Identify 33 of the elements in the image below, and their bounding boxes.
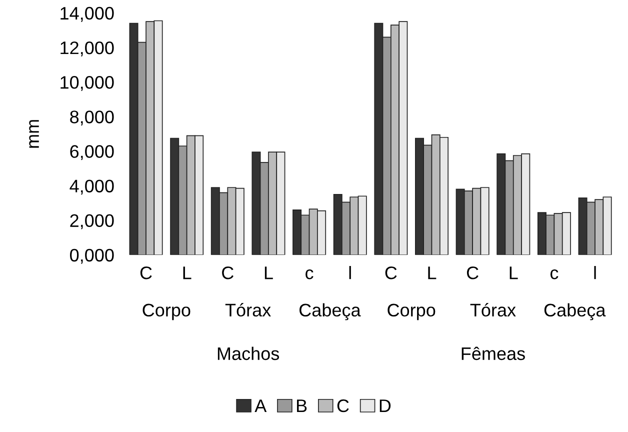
- text: Corpo: [142, 304, 190, 320]
- y-tick-label: 6,000: [70, 145, 114, 160]
- legend-label: C: [337, 399, 349, 412]
- y-tick-label: 4,000: [70, 180, 114, 195]
- x-tick-label: L: [183, 266, 192, 280]
- legend-label: A: [254, 400, 267, 412]
- y-tick-label: 14,000: [60, 6, 114, 22]
- y-tick-label: 0,000: [70, 248, 114, 264]
- text: Fêmeas: [462, 346, 525, 360]
- x-tick-label: c: [306, 269, 314, 280]
- x-tick-label: L: [428, 266, 436, 280]
- y-tick-label: 12,000: [60, 41, 114, 56]
- x-tick-label: C: [140, 266, 152, 280]
- text: Machos: [218, 346, 280, 360]
- y-tick-label: 2,000: [70, 214, 114, 230]
- text: Tórax: [470, 303, 516, 317]
- text: Tórax: [225, 303, 271, 317]
- y-axis-title: mm: [29, 120, 39, 148]
- y-tick-label: 10,000: [60, 76, 114, 91]
- x-tick-label: l: [594, 266, 596, 280]
- x-tick-label: C: [222, 266, 234, 280]
- text: Cabeça: [544, 303, 606, 320]
- x-tick-label: C: [466, 266, 478, 280]
- text: Cabeça: [300, 303, 361, 320]
- legend-label: D: [380, 400, 391, 412]
- x-tick-label: L: [264, 266, 273, 280]
- x-tick-label: l: [349, 266, 351, 280]
- legend-label: B: [297, 400, 307, 412]
- x-tick-label: C: [385, 266, 397, 280]
- y-tick-label: 8,000: [70, 110, 114, 126]
- x-tick-label: c: [550, 269, 558, 280]
- x-tick-label: L: [510, 266, 518, 280]
- text: Corpo: [388, 304, 436, 320]
